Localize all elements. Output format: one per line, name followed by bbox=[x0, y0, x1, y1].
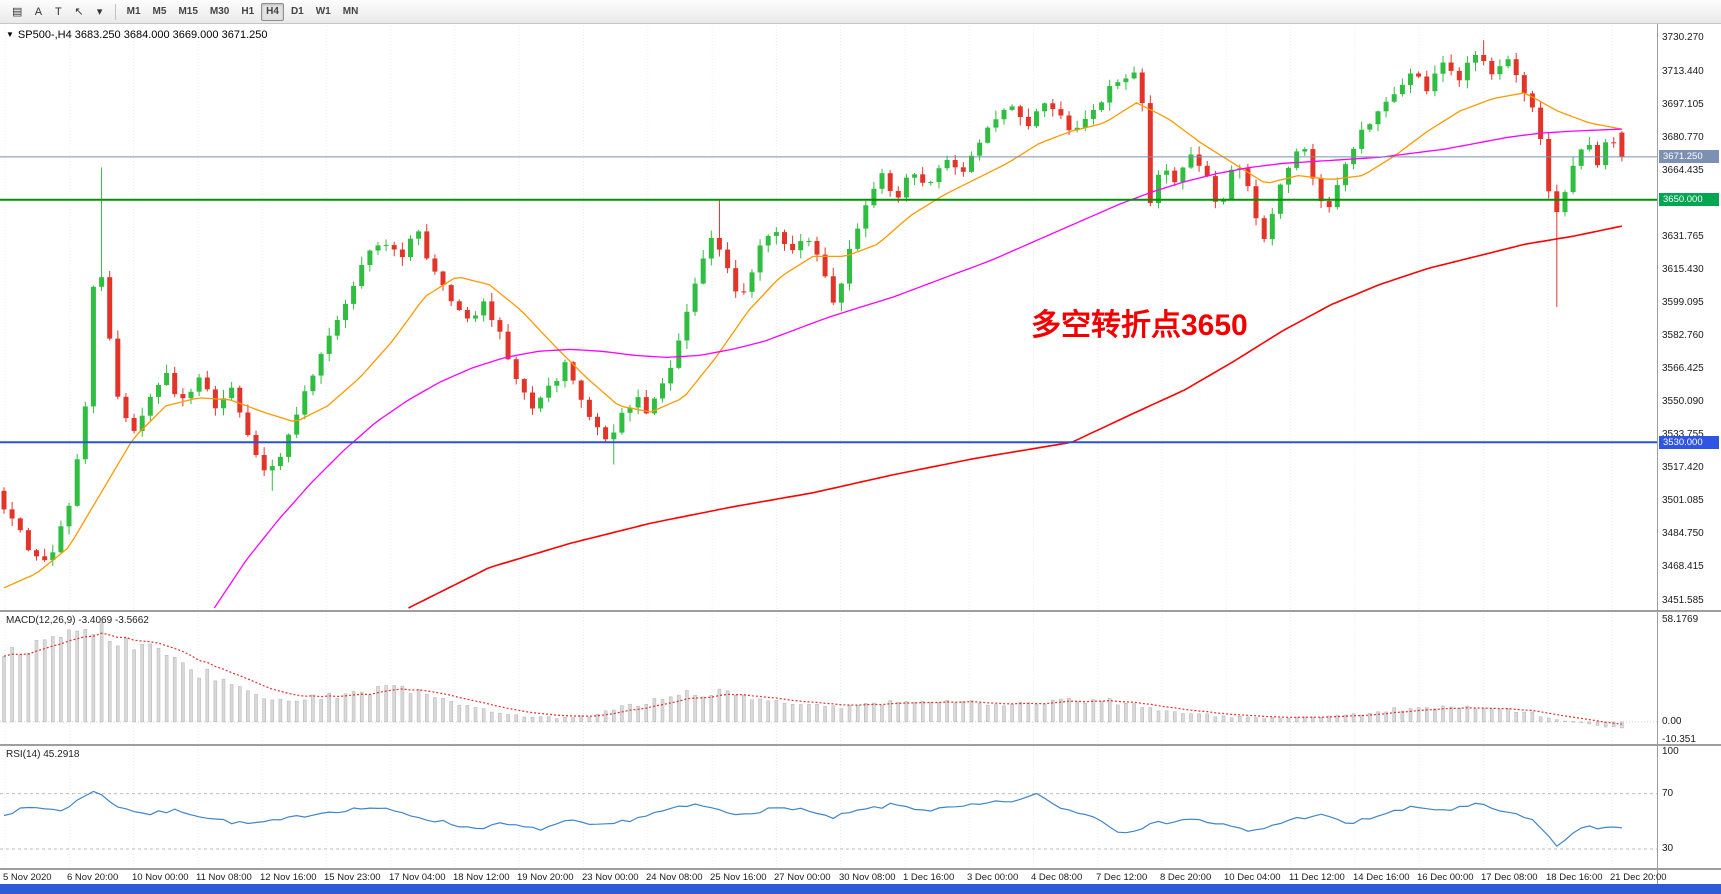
toolbar-tools: ▤ A T ↖ ▾ bbox=[6, 3, 110, 21]
timeframe-toolbar: M1 M5 M15 M30 H1 H4 D1 W1 MN bbox=[121, 2, 365, 21]
timeframe-mn[interactable]: MN bbox=[342, 6, 359, 17]
timeframe-m1[interactable]: M1 bbox=[126, 6, 141, 17]
collapse-triangle-icon[interactable]: ▼ bbox=[6, 30, 14, 39]
timeframe-h4[interactable]: H4 bbox=[261, 2, 284, 21]
symbol-info[interactable]: ▼ SP500-,H4 3683.250 3684.000 3669.000 36… bbox=[6, 29, 267, 41]
text-tool[interactable]: T bbox=[55, 5, 62, 18]
taskbar-strip bbox=[0, 884, 1721, 894]
charts-list-icon[interactable]: ▤ bbox=[12, 6, 23, 18]
timeframe-w1[interactable]: W1 bbox=[315, 6, 331, 17]
arrow-tool-icon[interactable]: ↖ bbox=[74, 6, 84, 18]
toolbar: ▤ A T ↖ ▾ M1 M5 M15 M30 H1 H4 D1 W1 MN bbox=[0, 0, 1721, 24]
rsi-label: RSI(14) 45.2918 bbox=[6, 749, 80, 760]
timeframe-d1[interactable]: D1 bbox=[290, 6, 304, 17]
cursor-a-tool[interactable]: A bbox=[34, 5, 43, 18]
timeframe-m30[interactable]: M30 bbox=[209, 6, 230, 17]
timeframe-h1[interactable]: H1 bbox=[241, 6, 255, 17]
toolbar-separator bbox=[114, 3, 116, 20]
timeframe-m5[interactable]: M5 bbox=[152, 6, 167, 17]
annotation-text: 多空转折点3650 bbox=[1031, 309, 1248, 342]
symbol-ohlc-text: SP500-,H4 3683.250 3684.000 3669.000 367… bbox=[17, 29, 268, 41]
timeframe-m15[interactable]: M15 bbox=[178, 6, 198, 17]
arrow-dropdown-icon[interactable]: ▾ bbox=[96, 6, 103, 18]
macd-label: MACD(12,26,9) -3.4069 -3.5662 bbox=[6, 615, 149, 626]
